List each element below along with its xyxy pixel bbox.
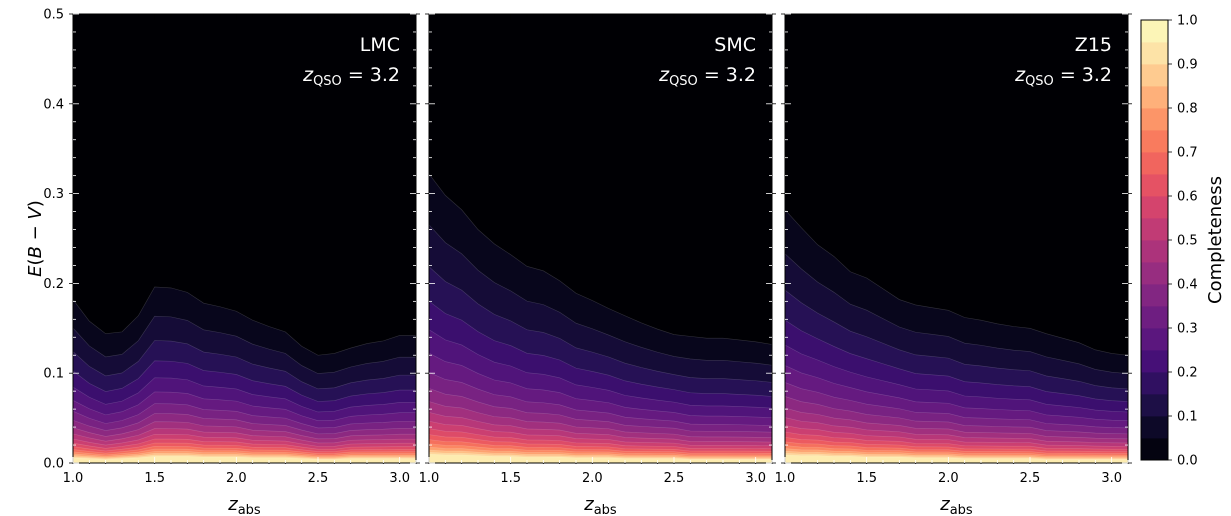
x-tick-label: 1.5 [144, 471, 165, 486]
contour-band [72, 455, 417, 464]
colorbar-tick-label: 0.0 [1177, 454, 1198, 469]
colorbar-band [1141, 86, 1168, 109]
colorbar-band [1141, 416, 1168, 439]
y-axis-label: E(B − V) [25, 200, 46, 277]
colorbar-tick-label: 0.6 [1177, 190, 1198, 205]
x-tick-label: 2.5 [1020, 471, 1041, 486]
panel-smc: 1.0 1.5 2.0 2.5 3.0 zabs SMC zQSO = 3.2 [419, 13, 776, 516]
colorbar: 0.0 0.1 0.2 0.3 0.4 0.5 0.6 0.7 0.8 0.9 1.0 Complet… [1140, 14, 1226, 469]
y-tick-label: 0.0 [43, 457, 64, 472]
y-tick-label: 0.5 [43, 8, 64, 23]
panel-subtitle: zQSO = 3.2 [1014, 64, 1112, 89]
panel-subtitle: zQSO = 3.2 [302, 64, 400, 89]
colorbar-band [1141, 196, 1168, 219]
panel-title: LMC [360, 34, 400, 56]
x-tick-label: 1.0 [419, 471, 440, 486]
x-tick-label: 2.0 [938, 471, 959, 486]
colorbar-band [1141, 328, 1168, 351]
panel-title: Z15 [1075, 34, 1112, 56]
colorbar-band [1141, 218, 1168, 241]
colorbar-band [1141, 130, 1168, 153]
colorbar-tick-label: 0.8 [1177, 102, 1198, 117]
colorbar-band [1141, 284, 1168, 307]
y-tick-label: 0.3 [43, 187, 64, 202]
x-tick-label: 2.0 [582, 471, 603, 486]
x-axis-label: zabs [227, 494, 261, 516]
axes-frame [72, 13, 417, 464]
panel-title: SMC [714, 34, 756, 56]
colorbar-band [1141, 108, 1168, 131]
x-tick-label: 1.5 [856, 471, 877, 486]
colorbar-tick-label: 0.2 [1177, 366, 1198, 381]
x-tick-label: 3.0 [389, 471, 410, 486]
panel-subtitle: zQSO = 3.2 [658, 64, 756, 89]
colorbar-band [1141, 262, 1168, 285]
x-tick-label: 1.0 [63, 471, 84, 486]
colorbar-tick-label: 0.9 [1177, 58, 1198, 73]
contour-band [428, 453, 773, 464]
x-tick-label: 2.5 [664, 471, 685, 486]
colorbar-band [1141, 350, 1168, 373]
colorbar-band [1141, 174, 1168, 197]
colorbar-tick-label: 0.4 [1177, 278, 1198, 293]
colorbar-tick-label: 0.5 [1177, 234, 1198, 249]
colorbar-band [1141, 372, 1168, 395]
x-tick-label: 1.0 [775, 471, 796, 486]
colorbar-band [1141, 152, 1168, 175]
axes-frame [428, 13, 773, 464]
x-tick-label: 1.5 [500, 471, 521, 486]
colorbar-band [1141, 306, 1168, 329]
colorbar-band [1141, 240, 1168, 263]
colorbar-band [1141, 42, 1168, 65]
y-tick-label: 0.2 [43, 277, 64, 292]
panel-lmc: 1.0 1.5 2.0 2.5 3.0 0.0 0.1 0.2 0.3 0.4 0.5 zabs E(B… [25, 8, 420, 516]
x-axis-label: zabs [583, 494, 617, 516]
y-tick-label: 0.4 [43, 97, 64, 112]
colorbar-band [1141, 438, 1168, 461]
y-tick-label: 0.1 [43, 367, 64, 382]
colorbar-band [1141, 64, 1168, 87]
axes-frame [784, 13, 1129, 464]
x-tick-label: 2.5 [308, 471, 329, 486]
colorbar-band [1141, 20, 1168, 43]
colorbar-tick-label: 0.7 [1177, 146, 1198, 161]
colorbar-label: Completeness [1205, 176, 1226, 304]
x-tick-label: 3.0 [745, 471, 766, 486]
colorbar-band [1141, 394, 1168, 417]
panel-z15: 1.0 1.5 2.0 2.5 3.0 zabs Z15 zQSO = 3.2 [775, 13, 1132, 516]
colorbar-tick-label: 0.3 [1177, 322, 1198, 337]
x-axis-label: zabs [939, 494, 973, 516]
x-tick-label: 3.0 [1101, 471, 1122, 486]
x-tick-label: 2.0 [226, 471, 247, 486]
contour-band [784, 454, 1129, 464]
colorbar-tick-label: 0.1 [1177, 410, 1198, 425]
colorbar-tick-label: 1.0 [1177, 14, 1198, 29]
